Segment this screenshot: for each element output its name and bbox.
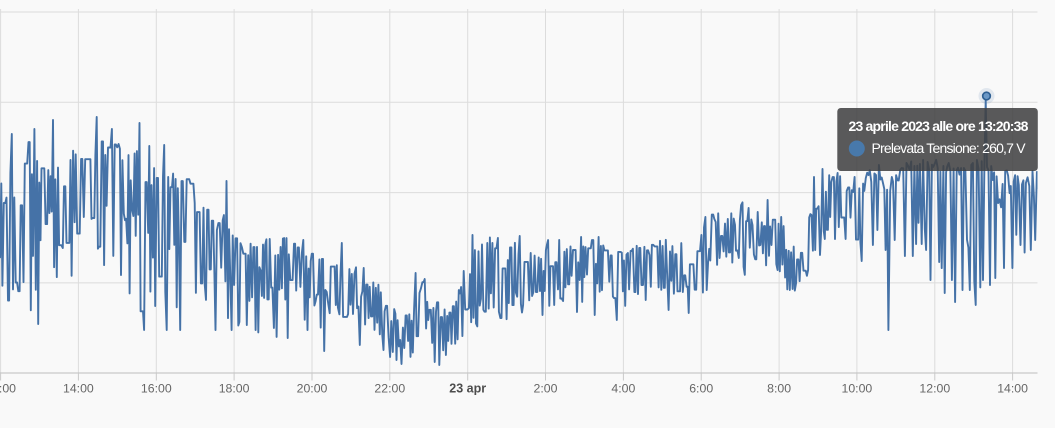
svg-text:Prelevata Tensione: 260,7 V: Prelevata Tensione: 260,7 V xyxy=(872,140,1027,156)
svg-text:23 aprile 2023 alle ore 13:20:: 23 aprile 2023 alle ore 13:20:38 xyxy=(849,118,1029,134)
svg-text:14:00: 14:00 xyxy=(63,382,94,396)
svg-text:2:00: 2:00 xyxy=(534,382,558,396)
svg-text:16:00: 16:00 xyxy=(141,382,172,396)
svg-text:6:00: 6:00 xyxy=(689,382,713,396)
svg-text:10:00: 10:00 xyxy=(842,382,873,396)
svg-text:20:00: 20:00 xyxy=(297,382,328,396)
svg-text:12:00: 12:00 xyxy=(919,382,950,396)
svg-text:23 apr: 23 apr xyxy=(449,382,486,396)
svg-text:8:00: 8:00 xyxy=(767,382,791,396)
svg-text:22:00: 22:00 xyxy=(374,382,405,396)
svg-text:14:00: 14:00 xyxy=(997,382,1028,396)
svg-text:12:00: 12:00 xyxy=(0,382,16,396)
svg-text:18:00: 18:00 xyxy=(219,382,250,396)
svg-text:4:00: 4:00 xyxy=(611,382,635,396)
